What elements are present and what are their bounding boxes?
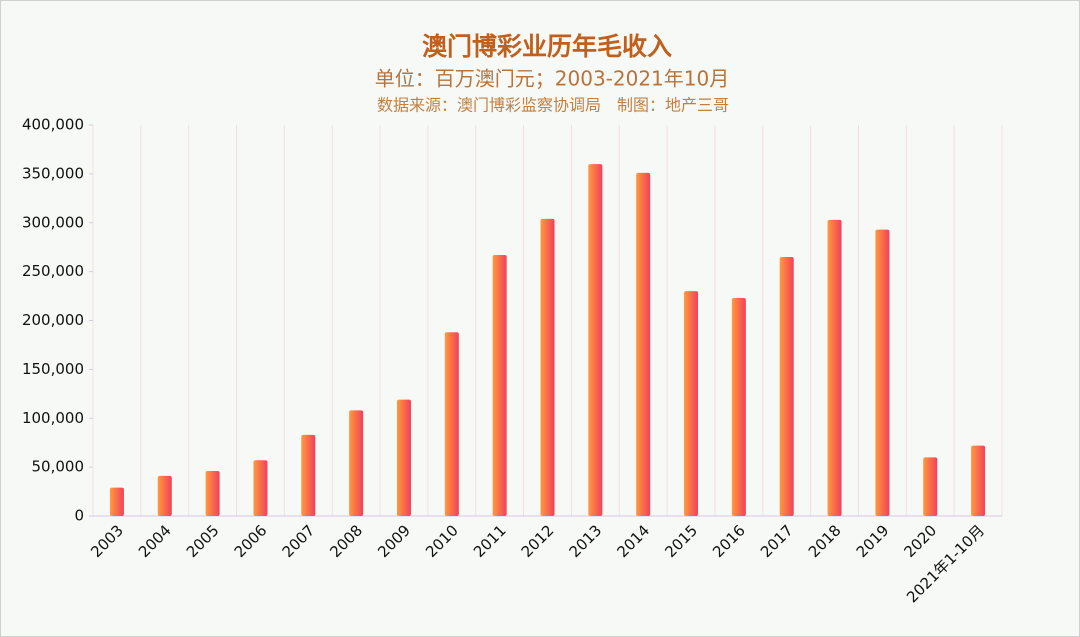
y-tick-label: 0 [74, 507, 84, 525]
bar [731, 298, 746, 516]
y-tick-label: 200,000 [22, 311, 84, 329]
bar [827, 219, 842, 516]
bar [253, 460, 268, 516]
bar [492, 255, 507, 516]
y-tick-label: 100,000 [22, 409, 84, 427]
bar [396, 399, 411, 516]
bar [588, 164, 603, 516]
bar [157, 475, 172, 516]
chart-source: 数据来源：澳门博彩监察协调局 制图：地产三哥 [377, 96, 729, 115]
bar [205, 471, 220, 516]
bar [349, 410, 364, 516]
y-tick-label: 50,000 [32, 458, 85, 476]
bar [636, 172, 651, 516]
bar [444, 332, 459, 516]
y-tick-label: 350,000 [22, 164, 84, 182]
bar [779, 256, 794, 516]
chart-subtitle: 单位：百万澳门元；2003-2021年10月 [375, 67, 729, 91]
bar [109, 487, 124, 516]
bar [971, 445, 986, 516]
y-tick-label: 400,000 [22, 116, 84, 134]
y-tick-label: 150,000 [22, 360, 84, 378]
y-tick-label: 300,000 [22, 213, 84, 231]
bar [875, 229, 890, 516]
bar [684, 291, 699, 516]
bar [923, 457, 938, 516]
bar [540, 218, 555, 516]
chart-title: 澳门博彩业历年毛收入 [422, 32, 672, 61]
y-tick-label: 250,000 [22, 262, 84, 280]
bar [301, 434, 316, 516]
